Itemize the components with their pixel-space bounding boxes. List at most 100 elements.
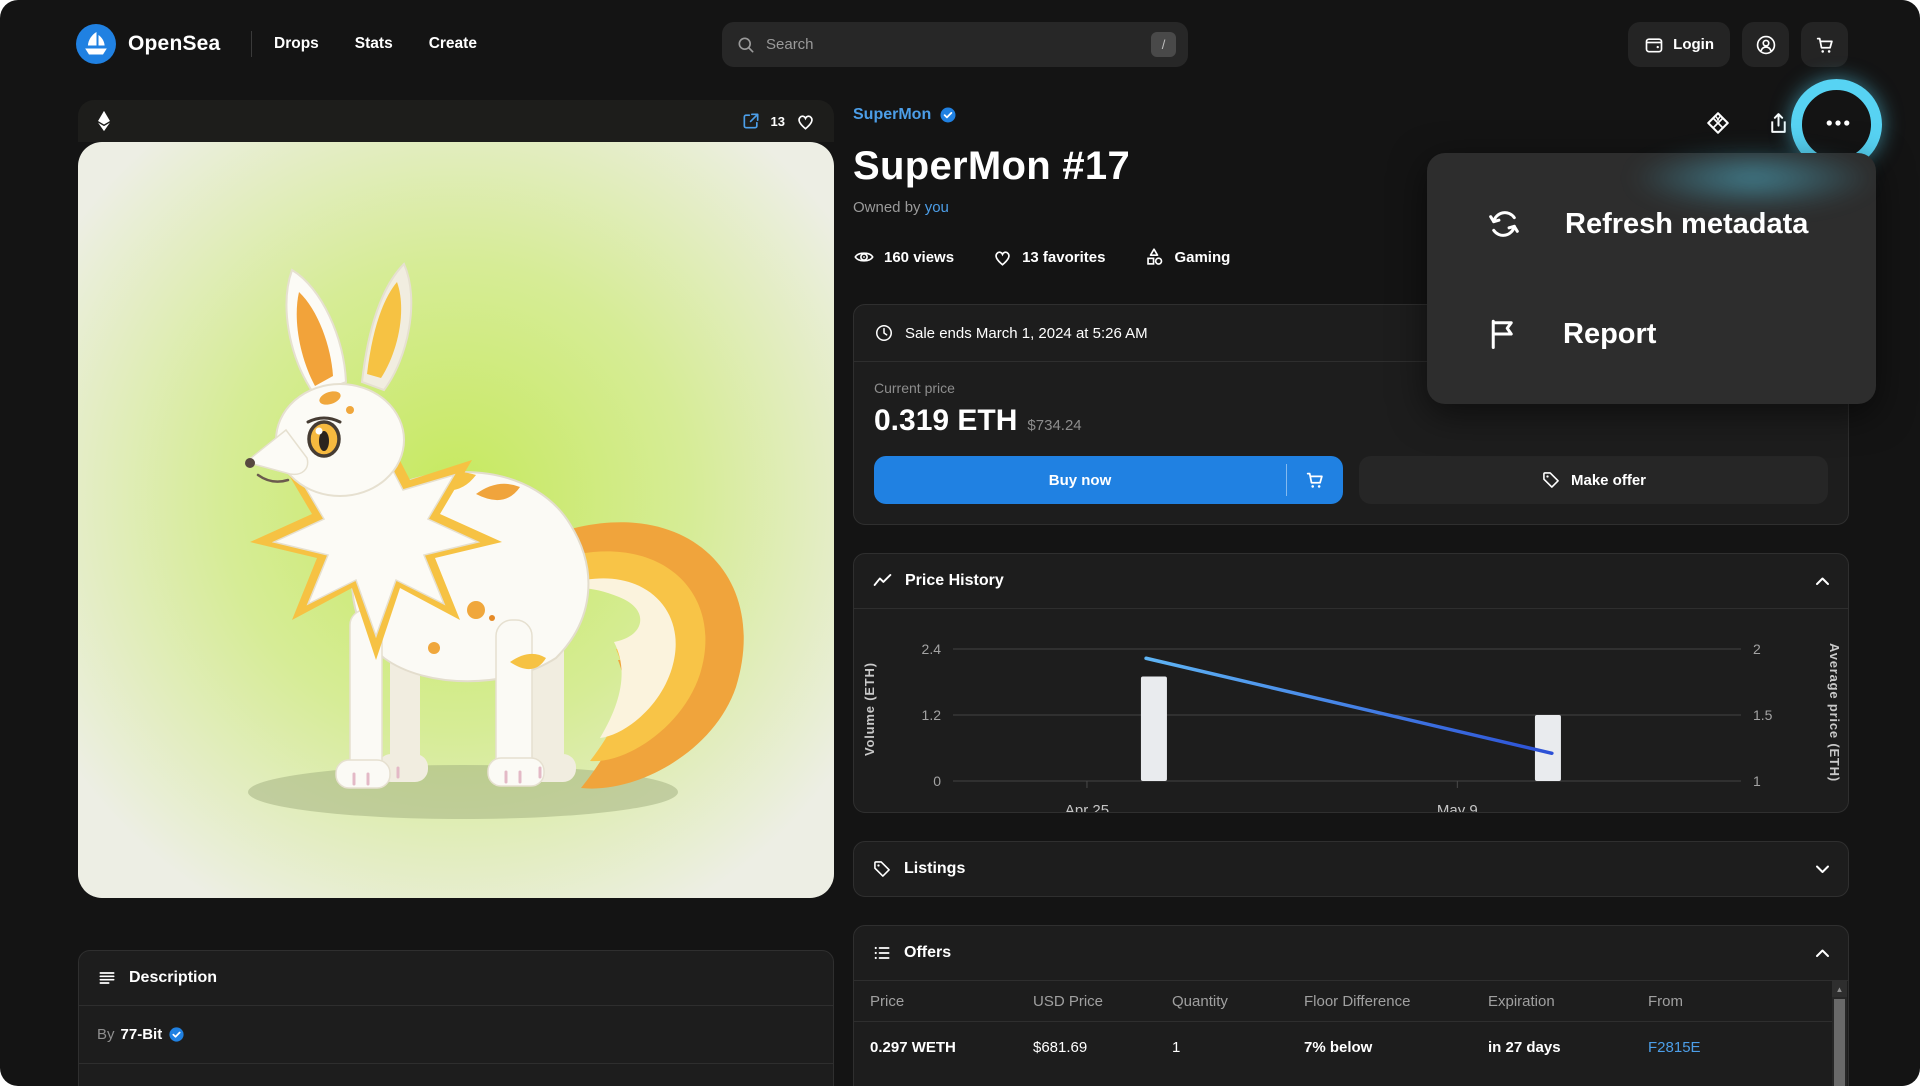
offers-table: Price USD Price Quantity Floor Differenc… [854,981,1848,1072]
collection-row: SuperMon [853,100,1850,134]
list-icon [874,946,890,960]
clock-icon [876,325,892,341]
verified-badge-icon [169,1027,184,1042]
cart-icon [1816,37,1833,53]
svg-text:1.5: 1.5 [1753,707,1773,723]
external-link-icon[interactable] [741,111,761,131]
combo-chart: 0 1.2 2.4 1 1.5 2 Apr 25 May 9 [922,641,1773,813]
account-button[interactable] [1742,22,1789,67]
description-header[interactable]: Description [79,951,833,1005]
offers-scrollbar[interactable]: ▲ [1832,981,1847,1086]
category-stat: Gaming [1143,246,1230,268]
chevron-up-icon [1816,577,1829,585]
media-toolbar: 13 [78,100,834,142]
verified-badge-icon [940,107,956,123]
offers-panel: Offers Price USD Price Quantity Floor Di… [853,925,1849,1086]
collection-link[interactable]: SuperMon [853,106,957,124]
heart-icon[interactable] [795,111,816,132]
transfer-gift-button[interactable] [1697,102,1739,144]
search-icon [738,37,754,53]
media-column: 13 [78,100,834,1086]
stats-row: 160 views 13 favorites Gaming [853,246,1849,268]
wallet-icon [1645,37,1663,53]
views-stat: 160 views [853,246,954,268]
make-offer-button[interactable]: Make offer [1359,456,1828,504]
nav-stats[interactable]: Stats [354,35,393,52]
tag-icon [874,861,890,877]
author-link[interactable]: 77-Bit [121,1026,186,1043]
svg-text:Apr 25: Apr 25 [1065,802,1109,813]
buy-now-button[interactable]: Buy now [1048,471,1112,489]
listings-panel: Listings [853,841,1849,897]
right-axis-label: Average price (ETH) [1827,642,1842,782]
scroll-up-arrow[interactable]: ▲ [1832,981,1847,997]
left-axis-label: Volume (ETH) [862,662,877,756]
add-to-cart-button[interactable] [1287,456,1343,504]
share-button[interactable] [1757,102,1799,144]
ethereum-icon [98,110,110,132]
price-eth: 0.319 ETH [874,404,1018,437]
menu-item-refresh-metadata[interactable]: Refresh metadata [1427,169,1876,279]
primary-nav: Drops Stats Create [274,24,477,64]
login-label: Login [1673,36,1714,53]
brand-name: OpenSea [128,32,221,55]
chevron-down-icon [1816,865,1829,873]
price-history-panel: Price History Volume (ETH) Average price… [853,553,1849,813]
svg-text:0: 0 [933,773,941,789]
offers-table-header: Price USD Price Quantity Floor Differenc… [870,992,1683,1010]
nft-title: SuperMon #17 [853,144,1130,188]
favorites-stat: 13 favorites [992,247,1105,268]
scrollbar-thumb[interactable] [1834,999,1845,1086]
description-body: By 77-Bit [79,1006,833,1063]
offer-usd: $681.69 [1033,1038,1088,1056]
heart-icon [995,250,1010,266]
cart-button[interactable] [1801,22,1848,67]
likes-count: 13 [770,113,785,129]
listings-header[interactable]: Listings [854,842,1848,896]
nav-drops[interactable]: Drops [274,35,319,52]
fox-creature-illustration [78,142,834,898]
offer-from-link[interactable]: F2815E [1648,1038,1701,1056]
price-history-header[interactable]: Price History [854,554,1848,608]
search-input[interactable] [766,36,1151,53]
top-navigation: OpenSea Drops Stats Create / Login [0,0,1920,88]
refresh-icon [1489,211,1519,237]
svg-text:1: 1 [1753,773,1761,789]
offer-price: 0.297 WETH [870,1038,956,1056]
cart-icon [1306,472,1323,488]
by-label: By [97,1026,115,1043]
offer-floor-difference: 7% below [1304,1038,1373,1056]
offer-expiration: in 27 days [1488,1038,1561,1056]
offers-header[interactable]: Offers [854,926,1848,980]
gaming-shapes-icon [1147,248,1163,265]
description-panel: Description By 77-Bit [78,950,834,1086]
login-button[interactable]: Login [1628,22,1730,67]
nav-divider [251,31,252,57]
current-price-label: Current price [874,380,955,396]
user-icon [1756,35,1775,54]
nft-artwork[interactable] [78,142,834,898]
svg-text:2.4: 2.4 [922,641,942,657]
owner-link[interactable]: you [924,199,949,216]
search-bar[interactable]: / [722,22,1188,67]
description-title: Description [129,969,218,986]
more-options-menu: Refresh metadata Report [1427,153,1876,404]
header-actions: Login [1628,22,1848,67]
offer-quantity: 1 [1172,1038,1181,1056]
svg-text:1.2: 1.2 [922,707,942,723]
search-shortcut-badge: / [1151,32,1176,57]
opensea-ship-icon [76,24,116,64]
price-usd: $734.24 [1027,417,1082,434]
chevron-up-icon [1816,949,1829,957]
share-icon [1770,112,1786,133]
nav-create[interactable]: Create [428,35,477,52]
sale-countdown: Sale ends March 1, 2024 at 5:26 AM [854,305,1848,361]
text-lines-icon [99,972,115,984]
chart-line-icon [873,573,892,586]
tag-icon [1543,472,1559,488]
opensea-logo[interactable]: OpenSea [76,24,220,64]
menu-item-report[interactable]: Report [1427,279,1876,389]
price-history-chart: Volume (ETH) Average price (ETH) 0 1.2 2.4… [854,609,1848,813]
svg-text:May 9: May 9 [1437,802,1478,813]
